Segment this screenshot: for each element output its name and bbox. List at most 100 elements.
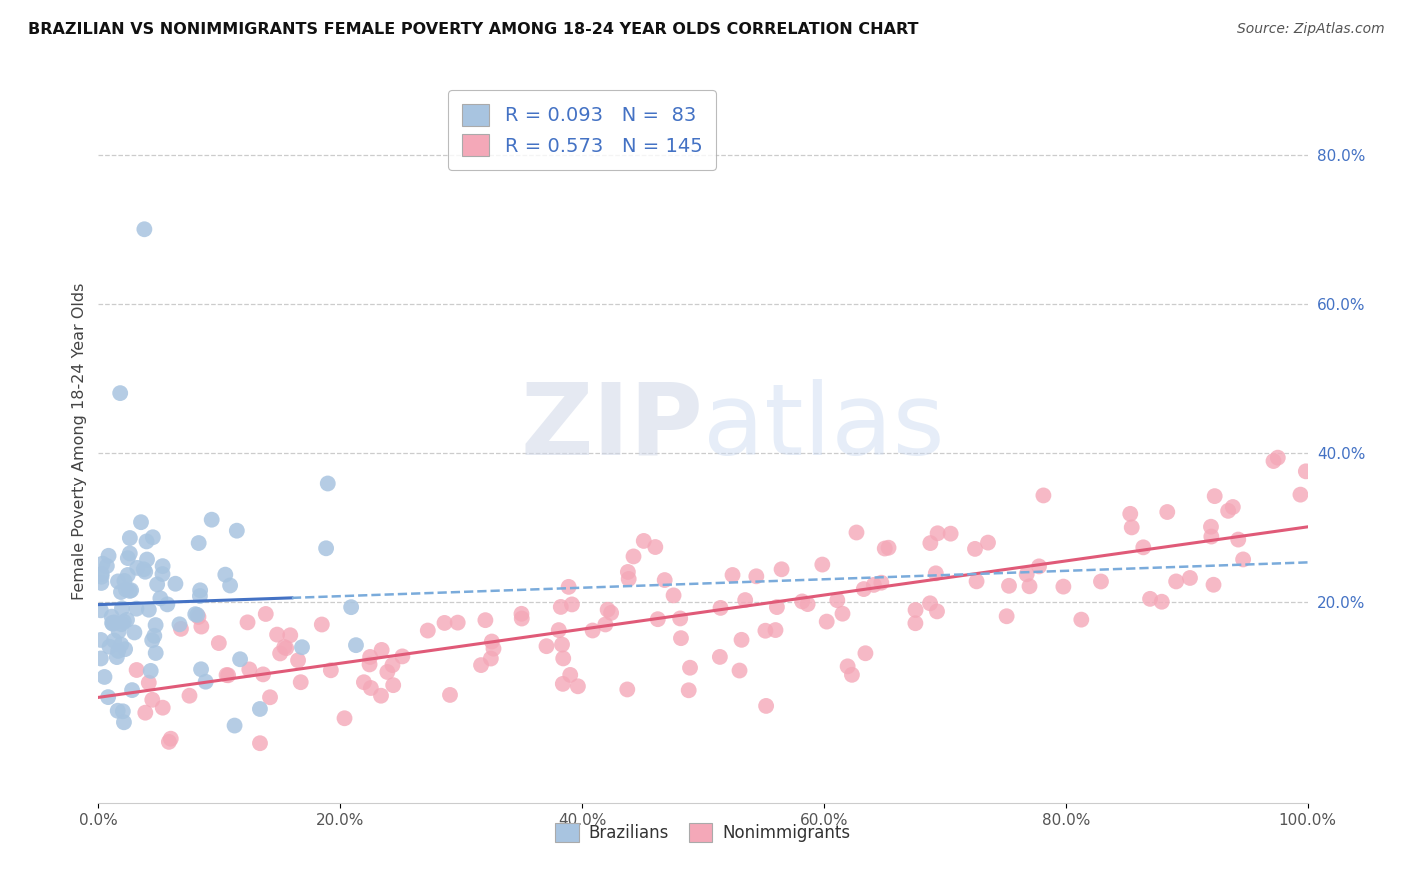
Point — [647, 612, 669, 626]
Point — [837, 659, 859, 673]
Point — [311, 617, 333, 632]
Point — [709, 600, 731, 615]
Point — [551, 677, 574, 691]
Point — [845, 525, 868, 540]
Point — [745, 569, 768, 583]
Point — [1289, 488, 1312, 502]
Point — [252, 667, 274, 681]
Point — [152, 700, 174, 714]
Point — [381, 658, 404, 673]
Point — [482, 641, 505, 656]
Point — [287, 653, 309, 667]
Point — [117, 551, 139, 566]
Point — [617, 565, 640, 579]
Point — [125, 663, 148, 677]
Point — [132, 562, 155, 576]
Point — [90, 566, 112, 581]
Point — [208, 636, 231, 650]
Point — [765, 623, 787, 637]
Point — [550, 599, 572, 614]
Point — [315, 541, 337, 556]
Point — [156, 598, 179, 612]
Point — [904, 603, 927, 617]
Point — [730, 632, 752, 647]
Point — [217, 668, 239, 682]
Point — [112, 574, 135, 588]
Point — [90, 603, 112, 617]
Point — [644, 540, 666, 554]
Legend: Brazilians, Nonimmigrants: Brazilians, Nonimmigrants — [548, 816, 858, 848]
Point — [249, 736, 271, 750]
Point — [654, 573, 676, 587]
Point — [219, 578, 242, 592]
Point — [194, 674, 217, 689]
Point — [115, 613, 138, 627]
Point — [1178, 571, 1201, 585]
Point — [1139, 591, 1161, 606]
Point — [370, 689, 392, 703]
Point — [340, 600, 363, 615]
Point — [157, 735, 180, 749]
Point — [134, 565, 156, 579]
Point — [1201, 530, 1223, 544]
Point — [927, 526, 949, 541]
Point — [142, 530, 165, 544]
Point — [117, 568, 139, 582]
Point — [190, 662, 212, 676]
Point — [125, 601, 148, 615]
Point — [101, 616, 124, 631]
Point — [179, 689, 201, 703]
Point — [146, 577, 169, 591]
Point — [359, 649, 381, 664]
Point — [353, 675, 375, 690]
Point — [925, 604, 948, 618]
Point — [269, 647, 291, 661]
Point — [360, 681, 382, 695]
Point — [118, 531, 141, 545]
Point — [134, 222, 156, 236]
Point — [633, 533, 655, 548]
Point — [721, 568, 744, 582]
Point — [98, 640, 121, 654]
Point — [1028, 559, 1050, 574]
Point — [728, 664, 751, 678]
Point — [129, 515, 152, 529]
Point — [266, 627, 288, 641]
Point — [134, 706, 156, 720]
Point — [827, 593, 849, 607]
Point — [1052, 580, 1074, 594]
Point — [188, 589, 211, 603]
Point — [852, 582, 875, 596]
Point — [105, 650, 128, 665]
Point — [93, 670, 115, 684]
Point — [995, 609, 1018, 624]
Point — [236, 615, 259, 630]
Point — [187, 610, 209, 624]
Point — [127, 561, 149, 575]
Point — [107, 624, 129, 639]
Point — [152, 567, 174, 582]
Point — [344, 638, 367, 652]
Point — [662, 588, 685, 602]
Point — [831, 607, 853, 621]
Point — [1132, 541, 1154, 555]
Point — [560, 668, 582, 682]
Point — [100, 609, 122, 624]
Text: atlas: atlas — [703, 378, 945, 475]
Point — [120, 583, 142, 598]
Point — [766, 600, 789, 615]
Point — [855, 646, 877, 660]
Point — [600, 606, 623, 620]
Point — [319, 663, 342, 677]
Point — [138, 675, 160, 690]
Point — [416, 624, 439, 638]
Point — [841, 668, 863, 682]
Point — [118, 546, 141, 560]
Point — [1015, 567, 1038, 582]
Point — [481, 634, 503, 648]
Point — [370, 643, 392, 657]
Point — [97, 690, 120, 705]
Point — [107, 644, 129, 658]
Point — [679, 661, 702, 675]
Point — [139, 664, 162, 678]
